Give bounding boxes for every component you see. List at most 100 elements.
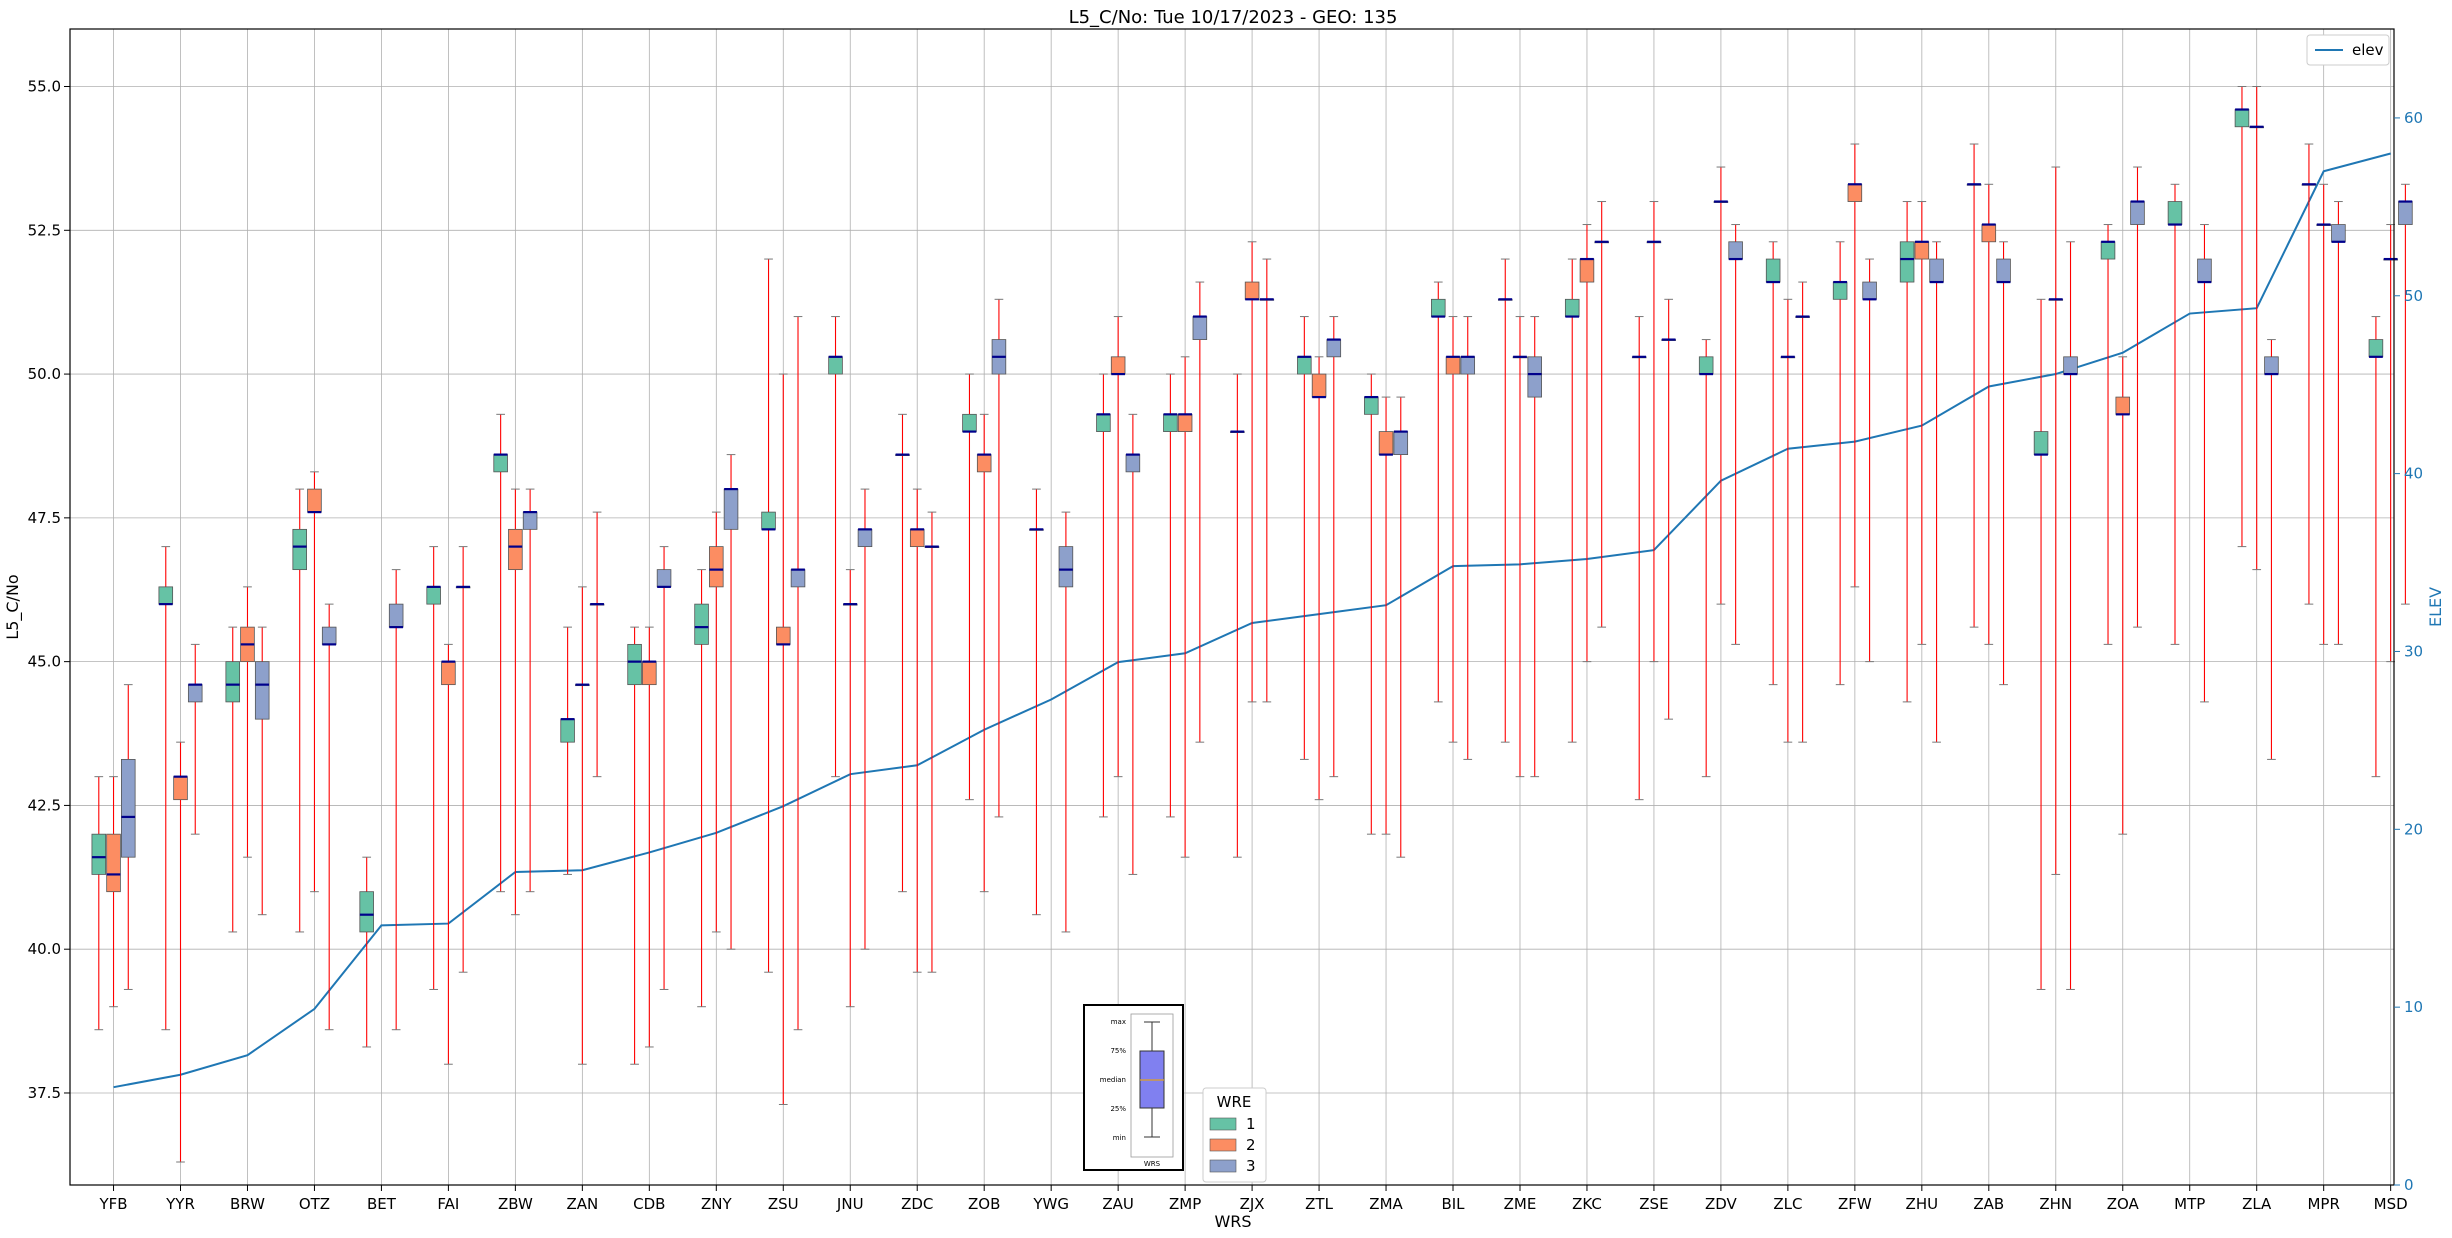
box-zma-wre2 xyxy=(1378,396,1394,835)
iqr-box xyxy=(441,661,456,686)
wre-legend-swatch-3 xyxy=(1209,1159,1237,1173)
iqr-box xyxy=(1832,281,1848,300)
box-cdb-wre2 xyxy=(642,626,657,1048)
box-zdc-wre3 xyxy=(924,511,940,973)
x-tick-label-msd: MSD xyxy=(2374,1195,2408,1213)
iqr-box xyxy=(776,626,791,645)
x-tick-label-zoa: ZOA xyxy=(2107,1195,2140,1213)
inset-xlabel: WRS xyxy=(1144,1160,1161,1168)
box-zjx-wre2 xyxy=(1244,241,1260,703)
box-cdb-wre1 xyxy=(627,626,642,1065)
y-tick-label: 40.0 xyxy=(28,940,61,958)
elev-legend: elev xyxy=(2306,34,2390,66)
box-layer xyxy=(91,86,2413,1163)
box-zsu-wre2 xyxy=(776,373,791,1105)
box-zan-wre1 xyxy=(560,626,575,875)
box-zob-wre1 xyxy=(962,373,977,801)
box-zme-wre3 xyxy=(1527,316,1542,778)
iqr-box xyxy=(2115,396,2131,415)
wre-legend-title: WRE xyxy=(1217,1093,1252,1111)
box-msd-wre2 xyxy=(2383,224,2398,663)
x-tick-label-zau: ZAU xyxy=(1102,1195,1134,1213)
box-zfw-wre3 xyxy=(1862,258,1877,663)
x-tick-label-yyr: YYR xyxy=(165,1195,195,1213)
y2-tick-label: 20 xyxy=(2404,820,2423,838)
box-bil-wre2 xyxy=(1445,316,1461,743)
box-zan-wre3 xyxy=(589,511,605,778)
box-mpr-wre3 xyxy=(2331,201,2346,645)
x-tick-label-zhn: ZHN xyxy=(2039,1195,2072,1213)
iqr-box xyxy=(1460,356,1476,375)
box-zla-wre3 xyxy=(2264,339,2279,760)
box-msd-wre3 xyxy=(2398,183,2413,605)
y-tick-label: 55.0 xyxy=(28,78,61,96)
box-zkc-wre2 xyxy=(1579,224,1595,663)
x-tick-label-zhu: ZHU xyxy=(1906,1195,1939,1213)
x-tick-label-zma: ZMA xyxy=(1369,1195,1403,1213)
iqr-box xyxy=(106,833,121,893)
y2-tick-label: 50 xyxy=(2404,287,2423,305)
box-brw-wre1 xyxy=(225,626,241,933)
box-fai-wre3 xyxy=(455,546,471,973)
box-zny-wre1 xyxy=(694,569,709,1008)
inset-label-25: 25% xyxy=(1110,1105,1126,1113)
y-tick-label: 47.5 xyxy=(28,509,61,527)
x-tick-label-zme: ZME xyxy=(1504,1195,1537,1213)
iqr-box xyxy=(254,661,270,720)
box-zlc-wre3 xyxy=(1795,281,1810,743)
iqr-box xyxy=(723,488,739,530)
box-zab-wre1 xyxy=(1966,143,1982,628)
iqr-box xyxy=(388,603,404,628)
iqr-box xyxy=(321,626,337,645)
iqr-box xyxy=(2398,201,2413,225)
wre-legend-swatch-1 xyxy=(1209,1117,1237,1131)
y-tick-label: 42.5 xyxy=(28,796,61,814)
box-zse-wre3 xyxy=(1661,298,1676,720)
x-tick-label-bet: BET xyxy=(367,1195,397,1213)
box-zhu-wre1 xyxy=(1899,201,1915,703)
iqr-box xyxy=(1579,258,1595,283)
iqr-box xyxy=(1177,413,1193,432)
box-zse-wre1 xyxy=(1631,316,1647,801)
box-zfw-wre2 xyxy=(1847,143,1863,588)
iqr-box xyxy=(1297,356,1312,375)
box-zmp-wre1 xyxy=(1163,373,1178,818)
iqr-box xyxy=(1058,546,1074,588)
iqr-box xyxy=(1527,356,1542,398)
box-ywg-wre1 xyxy=(1029,488,1044,916)
box-zab-wre3 xyxy=(1996,241,2011,686)
x-tick-label-fai: FAI xyxy=(437,1195,459,1213)
box-ztl-wre1 xyxy=(1297,316,1312,760)
iqr-box xyxy=(560,718,575,743)
box-zla-wre1 xyxy=(2234,86,2250,548)
box-zoa-wre1 xyxy=(2100,224,2116,645)
y2-tick-label: 30 xyxy=(2404,642,2423,660)
iqr-box xyxy=(1096,413,1111,432)
iqr-box xyxy=(493,454,508,473)
box-zhu-wre3 xyxy=(1929,241,1944,743)
iqr-box xyxy=(2331,224,2346,243)
box-zmp-wre3 xyxy=(1192,281,1208,743)
y2-tick-label: 60 xyxy=(2404,109,2423,127)
iqr-box xyxy=(173,776,188,801)
iqr-box xyxy=(2063,356,2078,375)
box-zau-wre2 xyxy=(1110,316,1126,778)
box-mpr-wre2 xyxy=(2316,183,2331,645)
iqr-box xyxy=(1914,241,1930,260)
box-jnu-wre2 xyxy=(842,569,858,1008)
iqr-box xyxy=(1364,396,1379,415)
wre-legend-frame xyxy=(1202,1087,1267,1183)
plot-frame xyxy=(69,28,2395,1186)
elev-legend-label: elev xyxy=(2352,41,2384,59)
iqr-box xyxy=(2033,431,2049,455)
box-otz-wre2 xyxy=(307,471,322,893)
box-zkc-wre1 xyxy=(1564,258,1580,743)
box-zoa-wre2 xyxy=(2115,356,2131,835)
iqr-box xyxy=(522,511,538,530)
iqr-box xyxy=(1192,316,1208,340)
x-tick-label-zbw: ZBW xyxy=(498,1195,533,1213)
iqr-box xyxy=(1378,431,1394,455)
x-tick-label-brw: BRW xyxy=(230,1195,265,1213)
box-zmp-wre2 xyxy=(1177,356,1193,858)
